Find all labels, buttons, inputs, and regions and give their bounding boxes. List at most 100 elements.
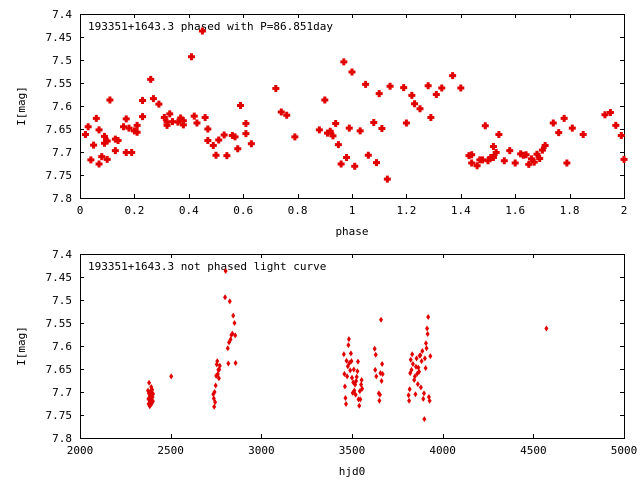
data-point	[334, 141, 342, 149]
unphased-plot-ytick-label: 7.55	[46, 317, 73, 330]
data-point	[350, 374, 354, 381]
data-point	[355, 368, 360, 375]
data-point	[272, 85, 280, 93]
data-point	[204, 137, 212, 144]
phased-plot-xtick-label: 0	[77, 204, 84, 217]
data-point	[541, 142, 549, 150]
phased-plot-xtick-label: 0.6	[233, 204, 253, 217]
data-point	[407, 386, 412, 393]
data-point	[416, 105, 424, 113]
data-point	[100, 139, 108, 147]
data-point	[348, 68, 356, 76]
data-point	[87, 156, 95, 164]
data-point	[122, 115, 130, 123]
data-point	[139, 96, 147, 104]
data-point	[420, 348, 425, 355]
data-point	[418, 384, 423, 391]
data-point	[457, 84, 465, 92]
data-point	[406, 392, 411, 399]
data-point	[468, 159, 476, 167]
data-point	[410, 351, 415, 358]
phased-plot-ytick-label: 7.55	[46, 77, 73, 90]
unphased-plot-ytick-label: 7.7	[52, 386, 72, 399]
data-point	[220, 131, 228, 139]
data-point	[283, 111, 291, 119]
data-point	[215, 358, 220, 365]
data-point	[484, 157, 492, 165]
data-point	[620, 155, 628, 163]
data-point	[193, 119, 201, 127]
data-point	[358, 396, 363, 403]
data-point	[479, 156, 487, 164]
data-point	[343, 394, 348, 401]
data-point	[114, 137, 122, 144]
data-point	[360, 385, 365, 392]
data-point	[489, 142, 497, 150]
phased-plot-xtick-label: 0.2	[124, 204, 144, 217]
phased-plot: 193351+1643.3 phased with P=86.851day ph…	[15, 8, 628, 238]
data-point	[417, 368, 422, 375]
phased-plot-title: 193351+1643.3 phased with P=86.851day	[88, 20, 333, 33]
data-point	[416, 364, 421, 371]
data-point	[407, 397, 412, 404]
unphased-plot-ylabel: I[mag]	[15, 326, 28, 366]
data-point	[354, 377, 359, 384]
unphased-plot-xtick-label: 5000	[611, 444, 638, 457]
data-point	[495, 131, 503, 139]
data-point	[579, 131, 587, 139]
data-point	[352, 387, 357, 394]
data-point	[419, 358, 424, 365]
data-point	[225, 345, 230, 352]
data-point	[215, 136, 223, 144]
data-point	[111, 147, 119, 155]
data-point	[226, 360, 231, 367]
data-point	[383, 175, 391, 183]
data-point	[422, 416, 427, 423]
data-point	[242, 119, 250, 127]
data-point	[230, 330, 235, 337]
data-point	[179, 121, 187, 129]
unphased-plot-ytick-label: 7.5	[52, 294, 72, 307]
data-point	[415, 381, 420, 388]
data-point	[209, 142, 217, 150]
data-point	[103, 137, 111, 145]
data-point	[549, 119, 557, 127]
data-point	[177, 114, 185, 122]
data-point	[217, 362, 222, 369]
data-point	[402, 119, 410, 127]
unphased-plot-ytick-label: 7.6	[52, 340, 72, 353]
data-point	[438, 84, 446, 92]
data-point	[364, 151, 372, 159]
data-point	[340, 58, 348, 66]
data-point	[538, 146, 546, 154]
unphased-plot-ytick-label: 7.65	[46, 363, 73, 376]
phased-plot-xtick-label: 0.4	[179, 204, 199, 217]
data-point	[354, 373, 359, 380]
data-point	[418, 352, 423, 359]
data-point	[533, 150, 541, 158]
unphased-plot-title: 193351+1643.3 not phased light curve	[88, 260, 326, 273]
data-point	[374, 373, 379, 380]
data-point	[133, 128, 141, 136]
data-point	[432, 91, 440, 98]
data-point	[346, 342, 351, 349]
phased-plot-xlabel: phase	[335, 225, 368, 238]
data-point	[163, 121, 171, 129]
data-point	[231, 312, 236, 319]
phased-plot-ytick-label: 7.8	[52, 192, 72, 205]
data-point	[332, 119, 340, 127]
data-point	[169, 373, 174, 380]
data-point	[190, 112, 198, 120]
data-point	[128, 148, 136, 156]
data-point	[408, 356, 413, 363]
data-point	[228, 336, 233, 343]
data-point	[103, 155, 111, 163]
unphased-plot-ytick-label: 7.4	[52, 248, 72, 261]
unphased-plot-xtick-label: 3500	[339, 444, 366, 457]
unphased-plot-xlabel: hjd0	[339, 465, 366, 478]
data-point	[155, 100, 163, 108]
data-point	[212, 151, 220, 159]
data-point	[386, 82, 394, 90]
data-point	[409, 366, 414, 373]
